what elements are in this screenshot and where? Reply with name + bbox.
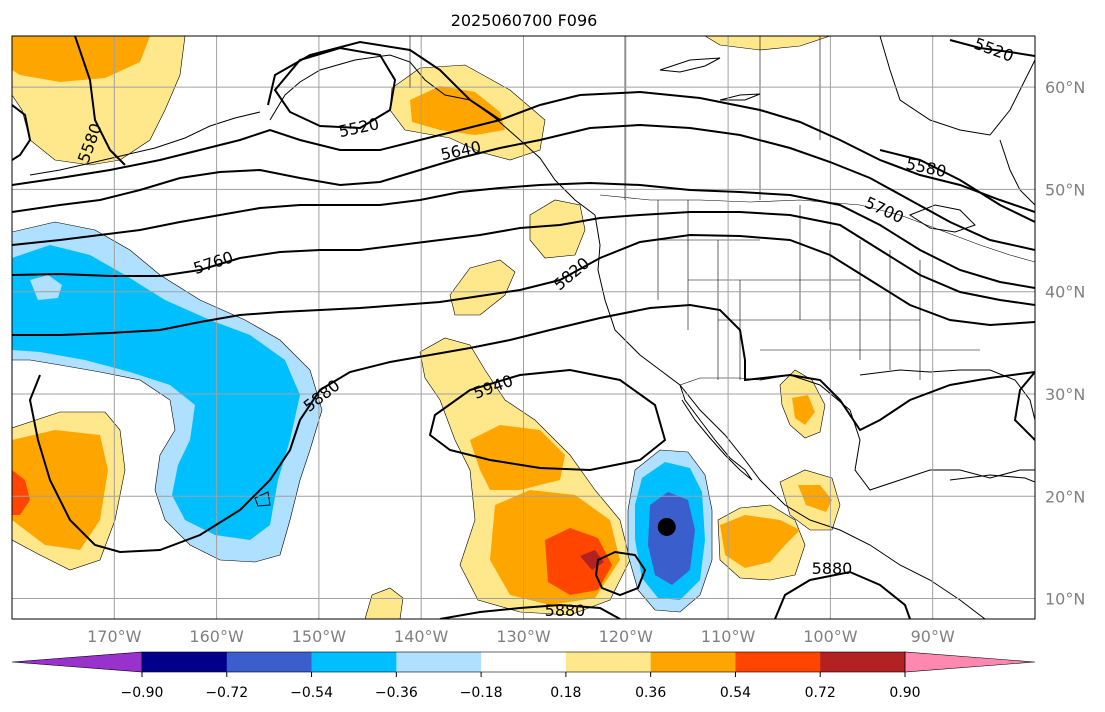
contour-5580-ne xyxy=(879,149,1035,223)
latitude-labels: 60°N 50°N 40°N 30°N 20°N 10°N xyxy=(1045,78,1085,608)
colorbar-label: 0.72 xyxy=(805,685,836,701)
longitude-label: 90°W xyxy=(911,627,955,646)
contour-label: 5880 xyxy=(545,601,586,620)
height-contours xyxy=(12,36,1035,619)
colorbar-label: −0.36 xyxy=(375,685,418,701)
map-panel: 5520 5640 5580 5580 5520 5700 5760 5820 … xyxy=(12,36,1035,620)
contour-label: 5880 xyxy=(812,559,853,578)
coast-baja xyxy=(679,384,753,481)
colorbar: −0.90 −0.72 −0.54 −0.36 −0.18 0.18 0.36 0.54 0.7… xyxy=(11,651,1036,701)
location-marker xyxy=(657,517,676,536)
colorbar-segment xyxy=(565,652,652,672)
gridlines xyxy=(12,36,1035,619)
anomaly-neg-central-core xyxy=(12,245,300,540)
border-states-2 xyxy=(658,239,980,351)
longitude-labels: 170°W 160°W 150°W 140°W 130°W 120°W 110°W 100°W… xyxy=(87,627,955,646)
longitude-label: 120°W xyxy=(599,627,654,646)
latitude-label: 40°N xyxy=(1045,283,1085,302)
colorbar-label: 0.18 xyxy=(550,685,581,701)
anomaly-pos-subtropic-hot xyxy=(545,528,612,595)
contour-5520-nw xyxy=(12,104,32,161)
contour-5880-east xyxy=(1013,371,1035,441)
colorbar-frame xyxy=(141,651,906,673)
anomaly-pos-west-core xyxy=(12,430,108,550)
colorbar-extend-high xyxy=(904,651,1036,673)
colorbar-label: −0.54 xyxy=(290,685,333,701)
colorbar-segment xyxy=(396,652,482,672)
coast-gulf-mexico xyxy=(759,374,1035,491)
longitude-label: 130°W xyxy=(496,627,551,646)
colorbar-label: −0.18 xyxy=(460,685,503,701)
latitude-label: 10°N xyxy=(1045,590,1085,609)
colorbar-segment xyxy=(735,652,821,672)
anomaly-pos-alaska-core xyxy=(410,86,505,135)
border-us-canada xyxy=(599,194,1035,263)
longitude-label: 160°W xyxy=(189,627,244,646)
latitude-label: 20°N xyxy=(1045,487,1085,506)
anomaly-pos-mexico-sw-core xyxy=(720,515,800,568)
contour-5580-ring xyxy=(12,90,1035,213)
contour-5880-main xyxy=(28,303,1035,554)
colorbar-segment xyxy=(226,652,313,672)
arctic-islands-1 xyxy=(659,57,721,73)
contour-5880-se xyxy=(774,570,911,619)
longitude-label: 140°W xyxy=(394,627,449,646)
anomaly-pos-ne-pacific xyxy=(449,259,516,316)
contour-5820 xyxy=(12,233,1035,336)
coast-hudson xyxy=(879,36,1035,136)
island-hawaii xyxy=(254,491,271,507)
plot-title: 2025060700 F096 xyxy=(451,11,598,30)
contour-5580-low xyxy=(267,40,501,121)
colorbar-extend-low xyxy=(11,651,143,673)
contour-5880-small xyxy=(594,550,647,597)
anomaly-pos-bc xyxy=(529,199,586,259)
lake-great xyxy=(908,204,976,233)
colorbar-segment xyxy=(820,652,906,672)
shaded-anomalies xyxy=(12,36,841,619)
coast-labrador xyxy=(999,139,1035,206)
map-frame xyxy=(11,35,1036,620)
longitude-label: 110°W xyxy=(701,627,756,646)
contour-labels: 5520 5640 5580 5580 5520 5700 5760 5820 … xyxy=(74,36,1016,620)
coast-aleutians xyxy=(29,111,261,176)
contour-5580-nw xyxy=(74,36,126,166)
colorbar-label: 0.54 xyxy=(720,685,751,701)
contour-5520-low xyxy=(273,46,397,130)
longitude-label: 100°W xyxy=(803,627,858,646)
anomaly-pos-top xyxy=(704,36,831,51)
colorbar-segment xyxy=(311,652,397,672)
border-canada-prov xyxy=(624,36,821,200)
colorbar-label: 0.90 xyxy=(889,685,920,701)
anomaly-pos-subtropic-mid xyxy=(470,425,565,490)
colorbar-segment xyxy=(650,652,736,672)
latitude-label: 60°N xyxy=(1045,78,1085,97)
island-cuba xyxy=(949,474,1035,483)
latitude-label: 50°N xyxy=(1045,180,1085,199)
longitude-label: 170°W xyxy=(87,627,142,646)
anomaly-pos-nw-core xyxy=(12,36,150,82)
colorbar-segment xyxy=(481,652,567,672)
contour-5880-bottom xyxy=(439,603,621,619)
colorbar-segment xyxy=(142,652,228,672)
contour-5760 xyxy=(12,211,1035,306)
latitude-label: 30°N xyxy=(1045,385,1085,404)
anomaly-neg-east-deep xyxy=(648,492,695,585)
longitude-label: 150°W xyxy=(292,627,347,646)
anomaly-pos-west-hot xyxy=(12,470,30,515)
anomaly-neg-hole xyxy=(30,275,62,300)
colorbar-label: −0.72 xyxy=(205,685,248,701)
coast-florida-east xyxy=(859,369,1035,421)
anomaly-pos-mexico-se-core xyxy=(798,485,832,512)
contour-5520-ne xyxy=(949,39,1035,57)
anomaly-pos-texas-core xyxy=(792,395,815,425)
coast-west-us xyxy=(594,214,986,619)
contour-5640 xyxy=(12,123,1035,251)
colorbar-label: 0.36 xyxy=(635,685,666,701)
contour-5940 xyxy=(428,368,667,472)
contour-5700 xyxy=(12,181,1035,289)
colorbar-label: −0.90 xyxy=(121,685,164,701)
